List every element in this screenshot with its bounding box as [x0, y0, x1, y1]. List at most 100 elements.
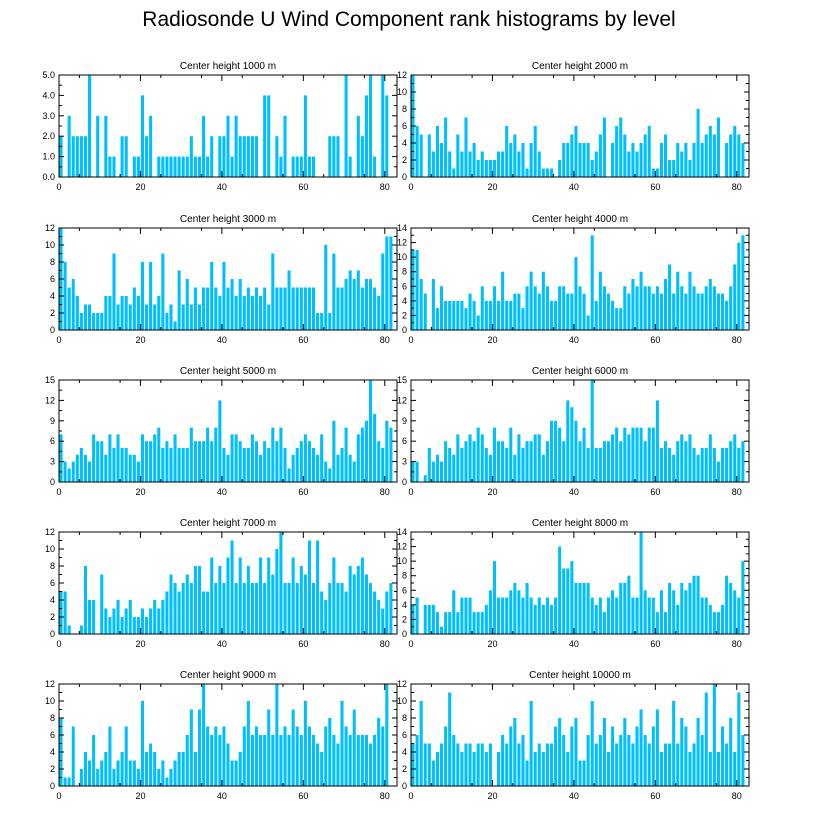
bar [435, 612, 439, 634]
bar [332, 735, 336, 786]
bar [181, 448, 185, 482]
bar [716, 293, 720, 330]
bar [517, 590, 521, 634]
bar [594, 448, 598, 482]
bar [153, 304, 157, 330]
x-tick-label: 40 [217, 335, 227, 345]
bar [79, 448, 83, 482]
bar [590, 235, 594, 330]
y-tick-label: 6 [402, 281, 407, 291]
bar [352, 279, 356, 330]
bar [96, 769, 100, 786]
bar [316, 313, 320, 330]
y-tick-label: 15 [45, 375, 55, 385]
bar [271, 735, 275, 786]
bar [509, 726, 513, 786]
bar [411, 743, 415, 786]
bar [246, 566, 250, 634]
bar [578, 441, 582, 482]
bar [627, 575, 631, 634]
bar [291, 454, 295, 482]
bar [733, 590, 737, 634]
panel-title: Center height 7000 m [180, 518, 276, 529]
bar [586, 143, 590, 177]
x-tick-label: 0 [408, 335, 413, 345]
bar [639, 532, 643, 634]
bar [275, 549, 279, 634]
bar [161, 253, 165, 330]
y-tick-label: 8 [402, 104, 407, 114]
x-tick-label: 0 [408, 639, 413, 649]
bar [696, 718, 700, 786]
bar [250, 434, 254, 482]
bar [348, 566, 352, 634]
y-tick-label: 9 [402, 416, 407, 426]
bar [71, 726, 75, 786]
x-tick-label: 20 [487, 335, 497, 345]
bar [659, 143, 663, 177]
y-tick-label: 3 [50, 457, 55, 467]
bar [492, 160, 497, 177]
bar [423, 604, 427, 634]
bar [206, 287, 210, 330]
bar [558, 286, 562, 330]
bar [368, 279, 373, 330]
x-tick-label: 80 [732, 335, 742, 345]
bar [549, 743, 554, 786]
bar [704, 448, 708, 482]
bar [598, 271, 602, 330]
bar [435, 308, 439, 330]
bar [250, 583, 254, 634]
bar [311, 287, 316, 330]
bar [415, 597, 419, 634]
bar [545, 286, 549, 330]
bar [521, 308, 525, 330]
bar [185, 279, 189, 330]
bar [741, 143, 745, 177]
bar [263, 287, 267, 330]
bar [96, 115, 100, 177]
bar [165, 156, 169, 177]
bar [324, 245, 328, 330]
bar [92, 313, 96, 330]
bar [267, 557, 271, 634]
bar [136, 461, 140, 482]
panel-2: Center height 2000 m 0 2 4 6 8 10 12 0 20 40 60 80 [397, 61, 750, 192]
bar [173, 760, 177, 786]
bar [63, 777, 67, 786]
x-tick-label: 20 [135, 639, 145, 649]
bar [145, 752, 149, 786]
bar [108, 434, 112, 482]
bar [287, 270, 291, 330]
bar [680, 286, 684, 330]
bar [320, 313, 324, 330]
bar [368, 75, 373, 177]
bar [177, 448, 181, 482]
bar [460, 300, 464, 330]
bar [708, 604, 712, 634]
bar [663, 441, 668, 482]
bar [189, 427, 193, 482]
bar [283, 726, 287, 786]
y-tick-label: 4 [50, 595, 55, 605]
x-tick-label: 20 [135, 335, 145, 345]
bar [505, 448, 509, 482]
bar [431, 461, 435, 482]
bar [218, 296, 222, 330]
bar [484, 160, 488, 177]
bar [525, 441, 529, 482]
bar [594, 604, 598, 634]
y-tick-label: 10 [45, 240, 55, 250]
bar [639, 427, 643, 482]
bar [161, 600, 165, 634]
bar [529, 441, 533, 482]
bar [619, 308, 623, 330]
bar [497, 597, 501, 634]
bar [623, 718, 627, 786]
bar [468, 743, 472, 786]
bar [254, 136, 259, 177]
bar [136, 296, 140, 330]
bar [328, 583, 332, 634]
bar [676, 441, 680, 482]
